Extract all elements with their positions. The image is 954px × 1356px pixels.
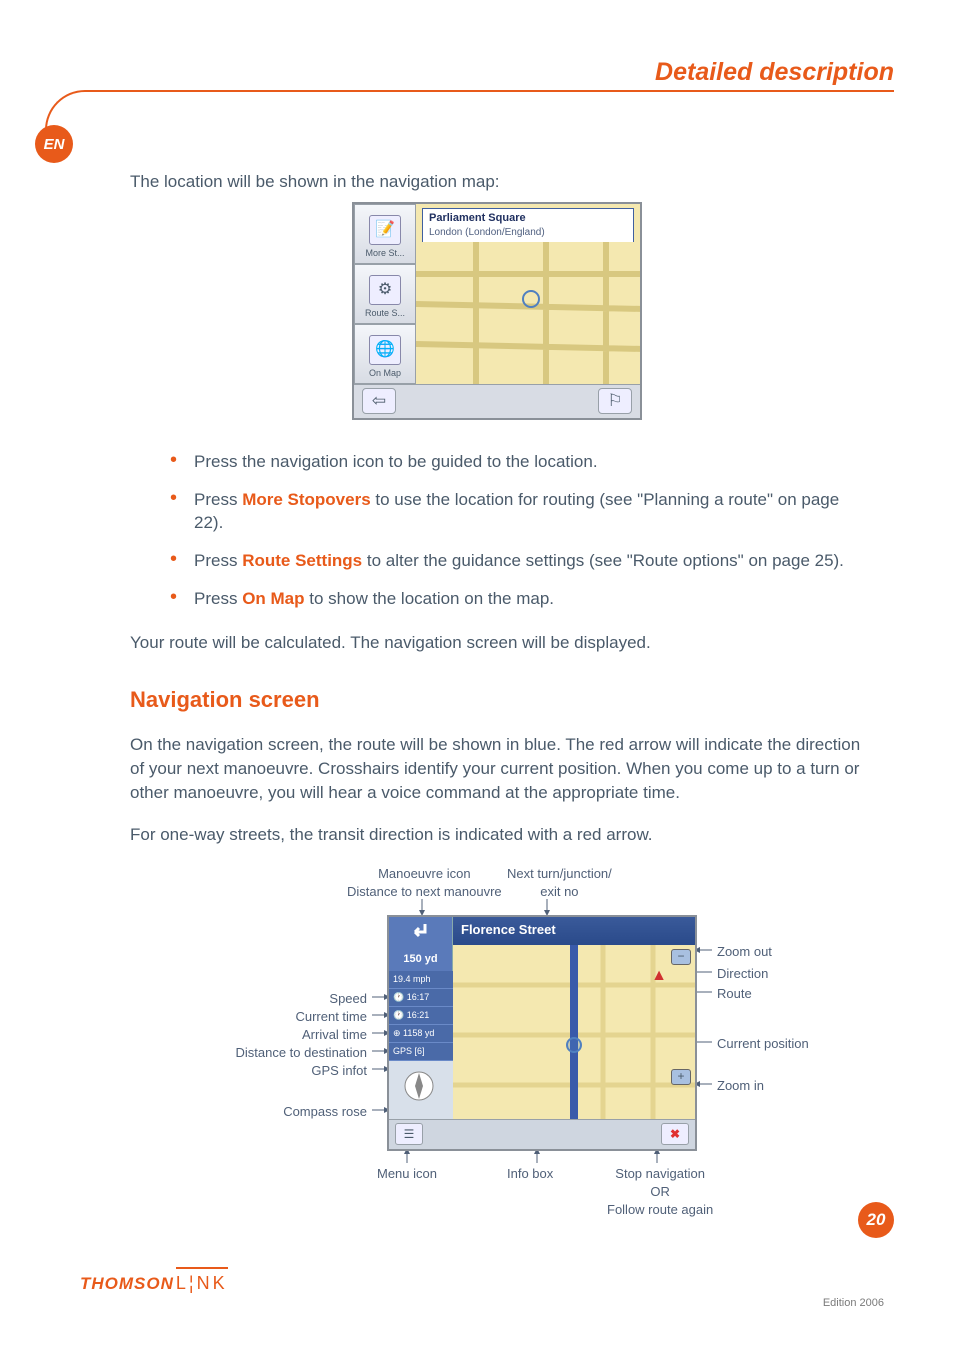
back-button[interactable]: ⇦	[362, 388, 396, 414]
map-figure-1: 📝 More St... ⚙ Route S... 🌐 On Map Parli…	[352, 202, 642, 420]
ann-dist-dest: Distance to destination	[235, 1044, 367, 1062]
footer-edition: Edition 2006	[823, 1296, 884, 1311]
back-arrow-icon: ⇦	[372, 389, 386, 413]
list-item: Press Route Settings to alter the guidan…	[170, 549, 864, 573]
button-label: More St...	[365, 247, 404, 260]
list-item: Press More Stopovers to use the location…	[170, 488, 864, 536]
ann-stop: Stop navigation OR Follow route again	[607, 1165, 713, 1220]
menu-button[interactable]: ☰	[395, 1123, 423, 1145]
ann-route: Route	[717, 985, 752, 1003]
distance-next: 150 yd	[403, 952, 437, 967]
ann-arrival: Arrival time	[302, 1026, 367, 1044]
gear-icon: ⚙	[369, 275, 401, 305]
ann-menu: Menu icon	[377, 1165, 437, 1183]
ann-manoeuvre: Manoeuvre icon Distance to next manouvre	[347, 865, 502, 901]
section-heading: Navigation screen	[130, 685, 864, 716]
nav-map-view[interactable]: − + ▲	[453, 945, 695, 1119]
language-badge: EN	[35, 125, 73, 163]
ann-zoom-in: Zoom in	[717, 1077, 764, 1095]
ann-next-turn: Next turn/junction/ exit no	[507, 865, 612, 901]
brand-2: L¦NK	[176, 1267, 228, 1296]
flag-icon: ⚐	[607, 389, 622, 413]
current-time-stat: 🕐 16:17	[389, 989, 453, 1007]
nav-screen-figure: Manoeuvre icon Distance to next manouvre…	[167, 865, 827, 1235]
nav-para-1: On the navigation screen, the route will…	[130, 733, 864, 804]
current-position-marker	[566, 1037, 582, 1053]
ann-speed: Speed	[329, 990, 367, 1008]
zoom-out-button[interactable]: −	[671, 949, 691, 965]
list-item: Press On Map to show the location on the…	[170, 587, 864, 611]
header-rule	[85, 90, 894, 92]
button-label: Route S...	[365, 307, 405, 320]
device-frame: 📝 More St... ⚙ Route S... 🌐 On Map Parli…	[352, 202, 642, 420]
dist-dest-stat: ⊕ 1158 yd	[389, 1025, 453, 1043]
gps-stat: GPS [6]	[389, 1043, 453, 1061]
compass-rose	[389, 1061, 453, 1119]
intro-text: The location will be shown in the naviga…	[130, 170, 864, 194]
zoom-in-button[interactable]: +	[671, 1069, 691, 1085]
button-label: On Map	[369, 367, 401, 380]
ann-curpos: Current position	[717, 1035, 809, 1053]
menu-icon: ☰	[404, 1126, 415, 1143]
ann-info: Info box	[507, 1165, 553, 1183]
flag-button[interactable]: ⚐	[598, 388, 632, 414]
speed-stat: 19.4 mph	[389, 971, 453, 989]
more-stopovers-button[interactable]: 📝 More St...	[354, 204, 416, 264]
ann-zoom-out: Zoom out	[717, 943, 772, 961]
device-sidebar: 📝 More St... ⚙ Route S... 🌐 On Map	[354, 204, 416, 384]
stats-panel: 19.4 mph 🕐 16:17 🕐 16:21 ⊕ 1158 yd GPS […	[389, 971, 453, 1119]
stop-icon: ✖	[670, 1126, 680, 1143]
route-line	[570, 945, 578, 1119]
ann-gps: GPS infot	[311, 1062, 367, 1080]
arrival-time-stat: 🕐 16:21	[389, 1007, 453, 1025]
instruction-list: Press the navigation icon to be guided t…	[170, 450, 864, 611]
map-roads	[416, 204, 640, 384]
nav-bottom-bar: ☰ ✖	[389, 1119, 695, 1149]
manual-page: Detailed description EN The location wil…	[0, 0, 954, 1356]
turn-left-icon	[409, 920, 433, 944]
page-number-badge: 20	[858, 1202, 894, 1238]
footer-logo: THOMSON L¦NK	[80, 1267, 228, 1296]
nav-para-2: For one-way streets, the transit directi…	[130, 823, 864, 847]
after-bullets-text: Your route will be calculated. The navig…	[130, 631, 864, 655]
compass-icon	[389, 1061, 449, 1111]
on-map-button[interactable]: 🌐 On Map	[354, 324, 416, 384]
map-view[interactable]: Parliament Square London (London/England…	[416, 204, 640, 384]
list-item: Press the navigation icon to be guided t…	[170, 450, 864, 474]
street-name: Florence Street	[461, 921, 556, 939]
direction-arrow: ▲	[651, 965, 667, 987]
section-header: Detailed description	[655, 55, 894, 90]
notes-icon: 📝	[369, 215, 401, 245]
device-bottom-bar: ⇦ ⚐	[354, 384, 640, 418]
globe-icon: 🌐	[369, 335, 401, 365]
route-settings-button[interactable]: ⚙ Route S...	[354, 264, 416, 324]
ann-compass: Compass rose	[283, 1103, 367, 1121]
ann-current-time: Current time	[295, 1008, 367, 1026]
nav-device-screen: 150 yd Florence Street 19.4 mph 🕐 16:17 …	[387, 915, 697, 1151]
nav-top-bar: 150 yd Florence Street	[389, 917, 695, 945]
manoeuvre-panel[interactable]: 150 yd	[389, 917, 453, 971]
brand-1: THOMSON	[80, 1272, 174, 1296]
stop-nav-button[interactable]: ✖	[661, 1123, 689, 1145]
ann-direction: Direction	[717, 965, 768, 983]
